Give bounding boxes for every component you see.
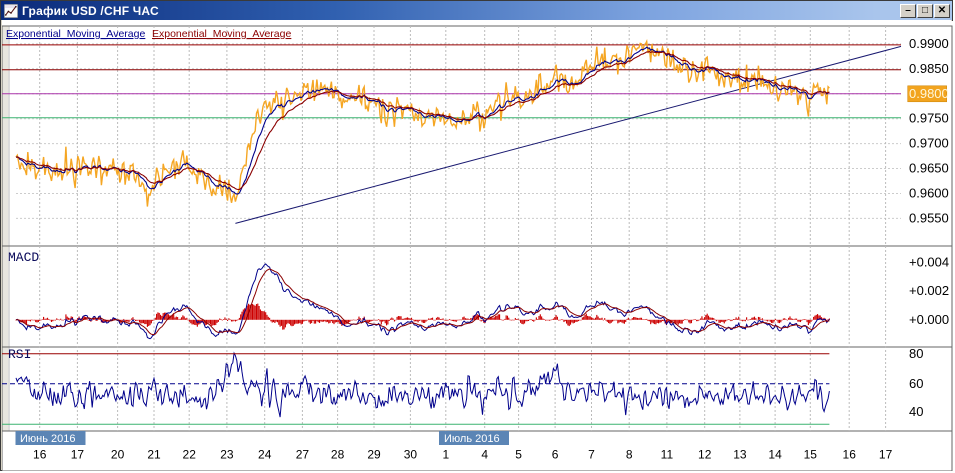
- svg-text:15: 15: [804, 448, 818, 462]
- svg-text:MACD: MACD: [8, 250, 39, 265]
- svg-text:7: 7: [588, 448, 595, 462]
- svg-text:29: 29: [367, 448, 381, 462]
- svg-text:40: 40: [909, 404, 923, 419]
- svg-text:23: 23: [220, 448, 234, 462]
- svg-text:4: 4: [481, 448, 488, 462]
- svg-text:RSI: RSI: [8, 347, 31, 362]
- svg-text:Июль 2016: Июль 2016: [444, 433, 500, 445]
- svg-text:30: 30: [404, 448, 418, 462]
- svg-text:11: 11: [661, 448, 674, 462]
- svg-text:+0.004: +0.004: [909, 255, 949, 270]
- svg-text:0.9850: 0.9850: [909, 61, 949, 76]
- svg-text:12: 12: [698, 448, 712, 462]
- svg-text:17: 17: [879, 448, 893, 462]
- svg-text:80: 80: [909, 346, 923, 361]
- svg-text:13: 13: [733, 448, 747, 462]
- svg-text:27: 27: [296, 448, 310, 462]
- svg-text:22: 22: [183, 448, 197, 462]
- svg-text:16: 16: [33, 448, 47, 462]
- svg-text:14: 14: [768, 448, 782, 462]
- svg-text:0.9600: 0.9600: [909, 186, 949, 201]
- svg-text:+0.002: +0.002: [909, 283, 949, 298]
- svg-text:0.9900: 0.9900: [909, 36, 949, 51]
- svg-text:8: 8: [626, 448, 633, 462]
- svg-text:0.9750: 0.9750: [909, 111, 949, 126]
- svg-text:Июнь 2016: Июнь 2016: [20, 433, 76, 445]
- svg-text:16: 16: [843, 448, 857, 462]
- svg-text:28: 28: [331, 448, 345, 462]
- svg-text:21: 21: [147, 448, 161, 462]
- svg-text:+0.000: +0.000: [909, 312, 949, 327]
- svg-text:0.9650: 0.9650: [909, 161, 949, 176]
- svg-text:60: 60: [909, 376, 923, 391]
- svg-text:0.9800: 0.9800: [909, 86, 949, 101]
- svg-text:6: 6: [552, 448, 559, 462]
- svg-text:Exponential_Moving_Average: Exponential_Moving_Average: [152, 28, 291, 40]
- svg-text:5: 5: [515, 448, 522, 462]
- svg-text:24: 24: [258, 448, 272, 462]
- svg-text:17: 17: [71, 448, 85, 462]
- svg-text:Exponential_Moving_Average: Exponential_Moving_Average: [6, 28, 145, 40]
- svg-text:20: 20: [111, 448, 125, 462]
- svg-text:1: 1: [442, 448, 449, 462]
- svg-text:0.9700: 0.9700: [909, 136, 949, 151]
- svg-text:0.9550: 0.9550: [909, 210, 949, 225]
